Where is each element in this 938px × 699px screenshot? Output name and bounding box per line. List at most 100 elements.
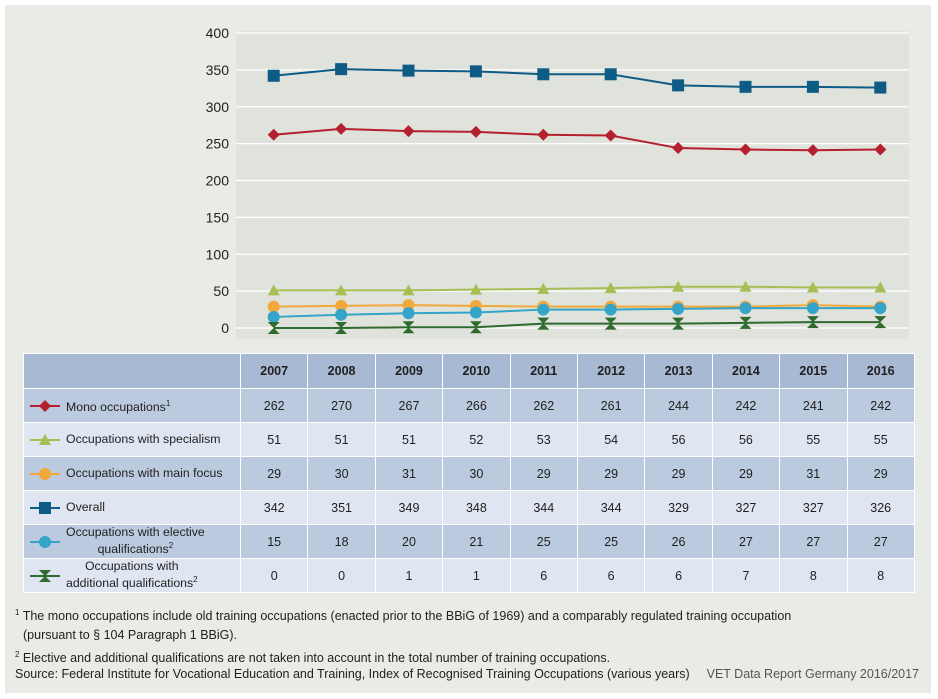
data-point bbox=[267, 300, 280, 313]
data-point bbox=[39, 535, 51, 548]
table-cell: 55 bbox=[779, 422, 848, 457]
table-cell: 30 bbox=[442, 456, 511, 491]
table-cell: 53 bbox=[509, 422, 578, 457]
data-point bbox=[604, 303, 617, 316]
data-point bbox=[739, 280, 752, 292]
table-row: Overall 342 351 349 348 344 344 329 327 327 326 bbox=[23, 490, 915, 525]
series-label: Mono occupations1 bbox=[23, 388, 241, 423]
year-header: 2011 bbox=[509, 353, 578, 389]
series-line-specialism bbox=[273, 285, 881, 292]
table-cell: 0 bbox=[239, 558, 309, 593]
legend-circle-icon bbox=[30, 535, 60, 548]
y-tick-label: 350 bbox=[206, 62, 230, 78]
data-point bbox=[739, 302, 752, 315]
data-point bbox=[604, 68, 617, 81]
data-point bbox=[874, 281, 887, 293]
data-point bbox=[469, 321, 482, 334]
data-point bbox=[335, 322, 348, 334]
series-label: Occupations with specialism bbox=[23, 422, 241, 457]
legend-circle-icon bbox=[30, 467, 60, 480]
year-header: 2014 bbox=[711, 353, 781, 389]
data-point bbox=[469, 65, 482, 78]
table-row: Occupations with elective qualifications2… bbox=[23, 524, 915, 559]
y-axis-ticks: 0 50 100 150 200 250 300 350 400 bbox=[206, 25, 230, 336]
data-point bbox=[806, 302, 819, 315]
table-cell: 51 bbox=[374, 422, 444, 457]
data-point bbox=[267, 128, 280, 141]
data-point bbox=[335, 299, 348, 312]
data-point bbox=[537, 282, 550, 294]
table-row: Occupations with main focus 29 30 31 30 29 29 2… bbox=[23, 456, 915, 491]
footnote-1-continued: (pursuant to § 104 Paragraph 1 BBiG). bbox=[23, 628, 238, 643]
table-cell: 51 bbox=[307, 422, 376, 457]
data-point bbox=[537, 303, 550, 316]
table-cell: 349 bbox=[374, 490, 444, 525]
y-tick-label: 250 bbox=[206, 136, 230, 152]
data-point bbox=[874, 316, 887, 329]
y-tick-label: 400 bbox=[206, 25, 230, 41]
table-cell: 351 bbox=[307, 490, 376, 525]
data-point bbox=[267, 284, 280, 296]
footnote-2: 2 Elective and additional qualifications… bbox=[15, 650, 611, 666]
table-cell: 15 bbox=[239, 524, 309, 559]
table-cell: 26 bbox=[644, 524, 713, 559]
table-cell: 261 bbox=[576, 388, 646, 423]
table-cell: 18 bbox=[307, 524, 376, 559]
table-header-row: 2007 2008 2009 2010 2011 2012 2013 2014 2015 2016 bbox=[23, 353, 915, 389]
year-header: 2008 bbox=[307, 353, 376, 389]
table-cell: 29 bbox=[846, 456, 915, 491]
data-point bbox=[402, 284, 415, 296]
line-chart: 0 50 100 150 200 250 300 350 400 bbox=[206, 25, 909, 339]
data-point bbox=[39, 433, 51, 445]
table-cell: 329 bbox=[644, 490, 713, 525]
table-cell: 348 bbox=[442, 490, 511, 525]
data-point bbox=[672, 317, 685, 330]
y-tick-label: 50 bbox=[213, 283, 229, 299]
table-cell: 344 bbox=[576, 490, 646, 525]
data-point bbox=[806, 144, 819, 157]
table-cell: 241 bbox=[779, 388, 848, 423]
table-cell: 8 bbox=[779, 558, 848, 593]
table-cell: 25 bbox=[576, 524, 646, 559]
table-cell: 54 bbox=[576, 422, 646, 457]
table-cell: 8 bbox=[846, 558, 915, 593]
table-cell: 326 bbox=[846, 490, 915, 525]
table-row: Occupations with additional qualification… bbox=[23, 558, 915, 593]
table-cell: 262 bbox=[239, 388, 309, 423]
footnote-1: 1 The mono occupations include old train… bbox=[15, 608, 792, 624]
table-cell: 1 bbox=[442, 558, 511, 593]
legend-hourglass-icon bbox=[30, 569, 60, 582]
table-cell: 27 bbox=[779, 524, 848, 559]
year-header: 2007 bbox=[239, 353, 309, 389]
y-tick-label: 0 bbox=[221, 320, 229, 336]
y-tick-label: 300 bbox=[206, 99, 230, 115]
table-cell: 29 bbox=[644, 456, 713, 491]
series-label: Occupations with main focus bbox=[23, 456, 241, 491]
source-note: Source: Federal Institute for Vocational… bbox=[15, 667, 690, 681]
legend-triangle-icon bbox=[30, 433, 60, 445]
data-point bbox=[39, 569, 51, 582]
data-point bbox=[739, 80, 752, 93]
data-point bbox=[672, 302, 685, 315]
table-cell: 262 bbox=[509, 388, 578, 423]
data-point bbox=[672, 280, 685, 292]
series-label: Overall bbox=[23, 490, 241, 525]
series-lines bbox=[273, 68, 881, 329]
data-point bbox=[604, 317, 617, 330]
series-label: Occupations with additional qualification… bbox=[23, 558, 241, 593]
data-point bbox=[806, 281, 819, 293]
data-point bbox=[739, 143, 752, 156]
data-point bbox=[537, 68, 550, 81]
series-line-additional bbox=[273, 321, 881, 329]
table-cell: 267 bbox=[374, 388, 444, 423]
year-header: 2016 bbox=[846, 353, 915, 389]
table-cell: 27 bbox=[846, 524, 915, 559]
header-corner bbox=[23, 353, 241, 389]
series-line-elective bbox=[273, 307, 881, 318]
data-point bbox=[874, 81, 887, 94]
data-point bbox=[469, 306, 482, 319]
table-cell: 29 bbox=[239, 456, 309, 491]
year-header: 2010 bbox=[442, 353, 511, 389]
data-point bbox=[267, 310, 280, 323]
year-header: 2015 bbox=[779, 353, 848, 389]
